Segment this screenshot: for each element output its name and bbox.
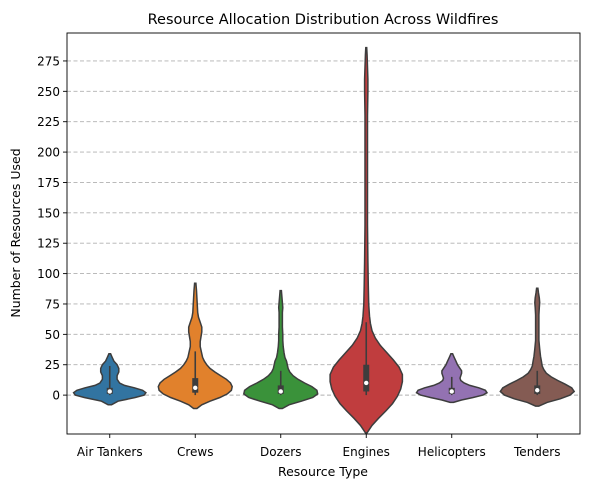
median-dot-air-tankers	[107, 389, 112, 394]
x-tick-label-air-tankers: Air Tankers	[77, 445, 143, 459]
violins	[72, 46, 576, 434]
y-axis-label: Number of Resources Used	[8, 148, 23, 317]
chart-title: Resource Allocation Distribution Across …	[148, 12, 499, 28]
violin-engines	[329, 46, 404, 434]
y-tick-label-175: 175	[37, 176, 60, 190]
x-tick-label-engines: Engines	[343, 445, 390, 459]
iqr-box-crews	[192, 378, 199, 393]
grid-lines	[67, 60, 580, 396]
median-dot-engines	[364, 380, 369, 386]
y-tick-label-75: 75	[45, 297, 60, 311]
iqr-box-engines	[363, 364, 370, 392]
median-dot-dozers	[278, 389, 283, 394]
y-tick-label-0: 0	[52, 389, 60, 403]
y-tick-label-125: 125	[37, 237, 60, 251]
x-axis-label: Resource Type	[278, 464, 368, 479]
median-dot-tenders	[535, 388, 540, 393]
y-tick-label-200: 200	[37, 146, 60, 160]
axes: 0 25 50 75 100 125 150 175 200 225 250 275 Air Tanke…	[37, 32, 581, 459]
x-tick-label-dozers: Dozers	[260, 445, 301, 459]
x-tick-label-tenders: Tenders	[513, 445, 560, 459]
y-tick-label-25: 25	[45, 358, 60, 372]
violin-tenders	[499, 287, 576, 407]
y-tick-label-250: 250	[37, 85, 60, 99]
violin-dozers	[242, 289, 319, 410]
y-tick-label-225: 225	[37, 115, 60, 129]
x-tick-label-crews: Crews	[177, 445, 214, 459]
y-tick-label-275: 275	[37, 54, 60, 68]
median-dot-helicopters	[449, 389, 454, 394]
y-tick-label-50: 50	[45, 328, 60, 342]
x-tick-label-helicopters: Helicopters	[418, 445, 486, 459]
y-tick-label-150: 150	[37, 206, 60, 220]
median-dot-crews	[193, 385, 198, 391]
y-tick-label-100: 100	[37, 267, 60, 281]
plot-frame	[66, 32, 581, 435]
violin-crews	[157, 282, 233, 410]
